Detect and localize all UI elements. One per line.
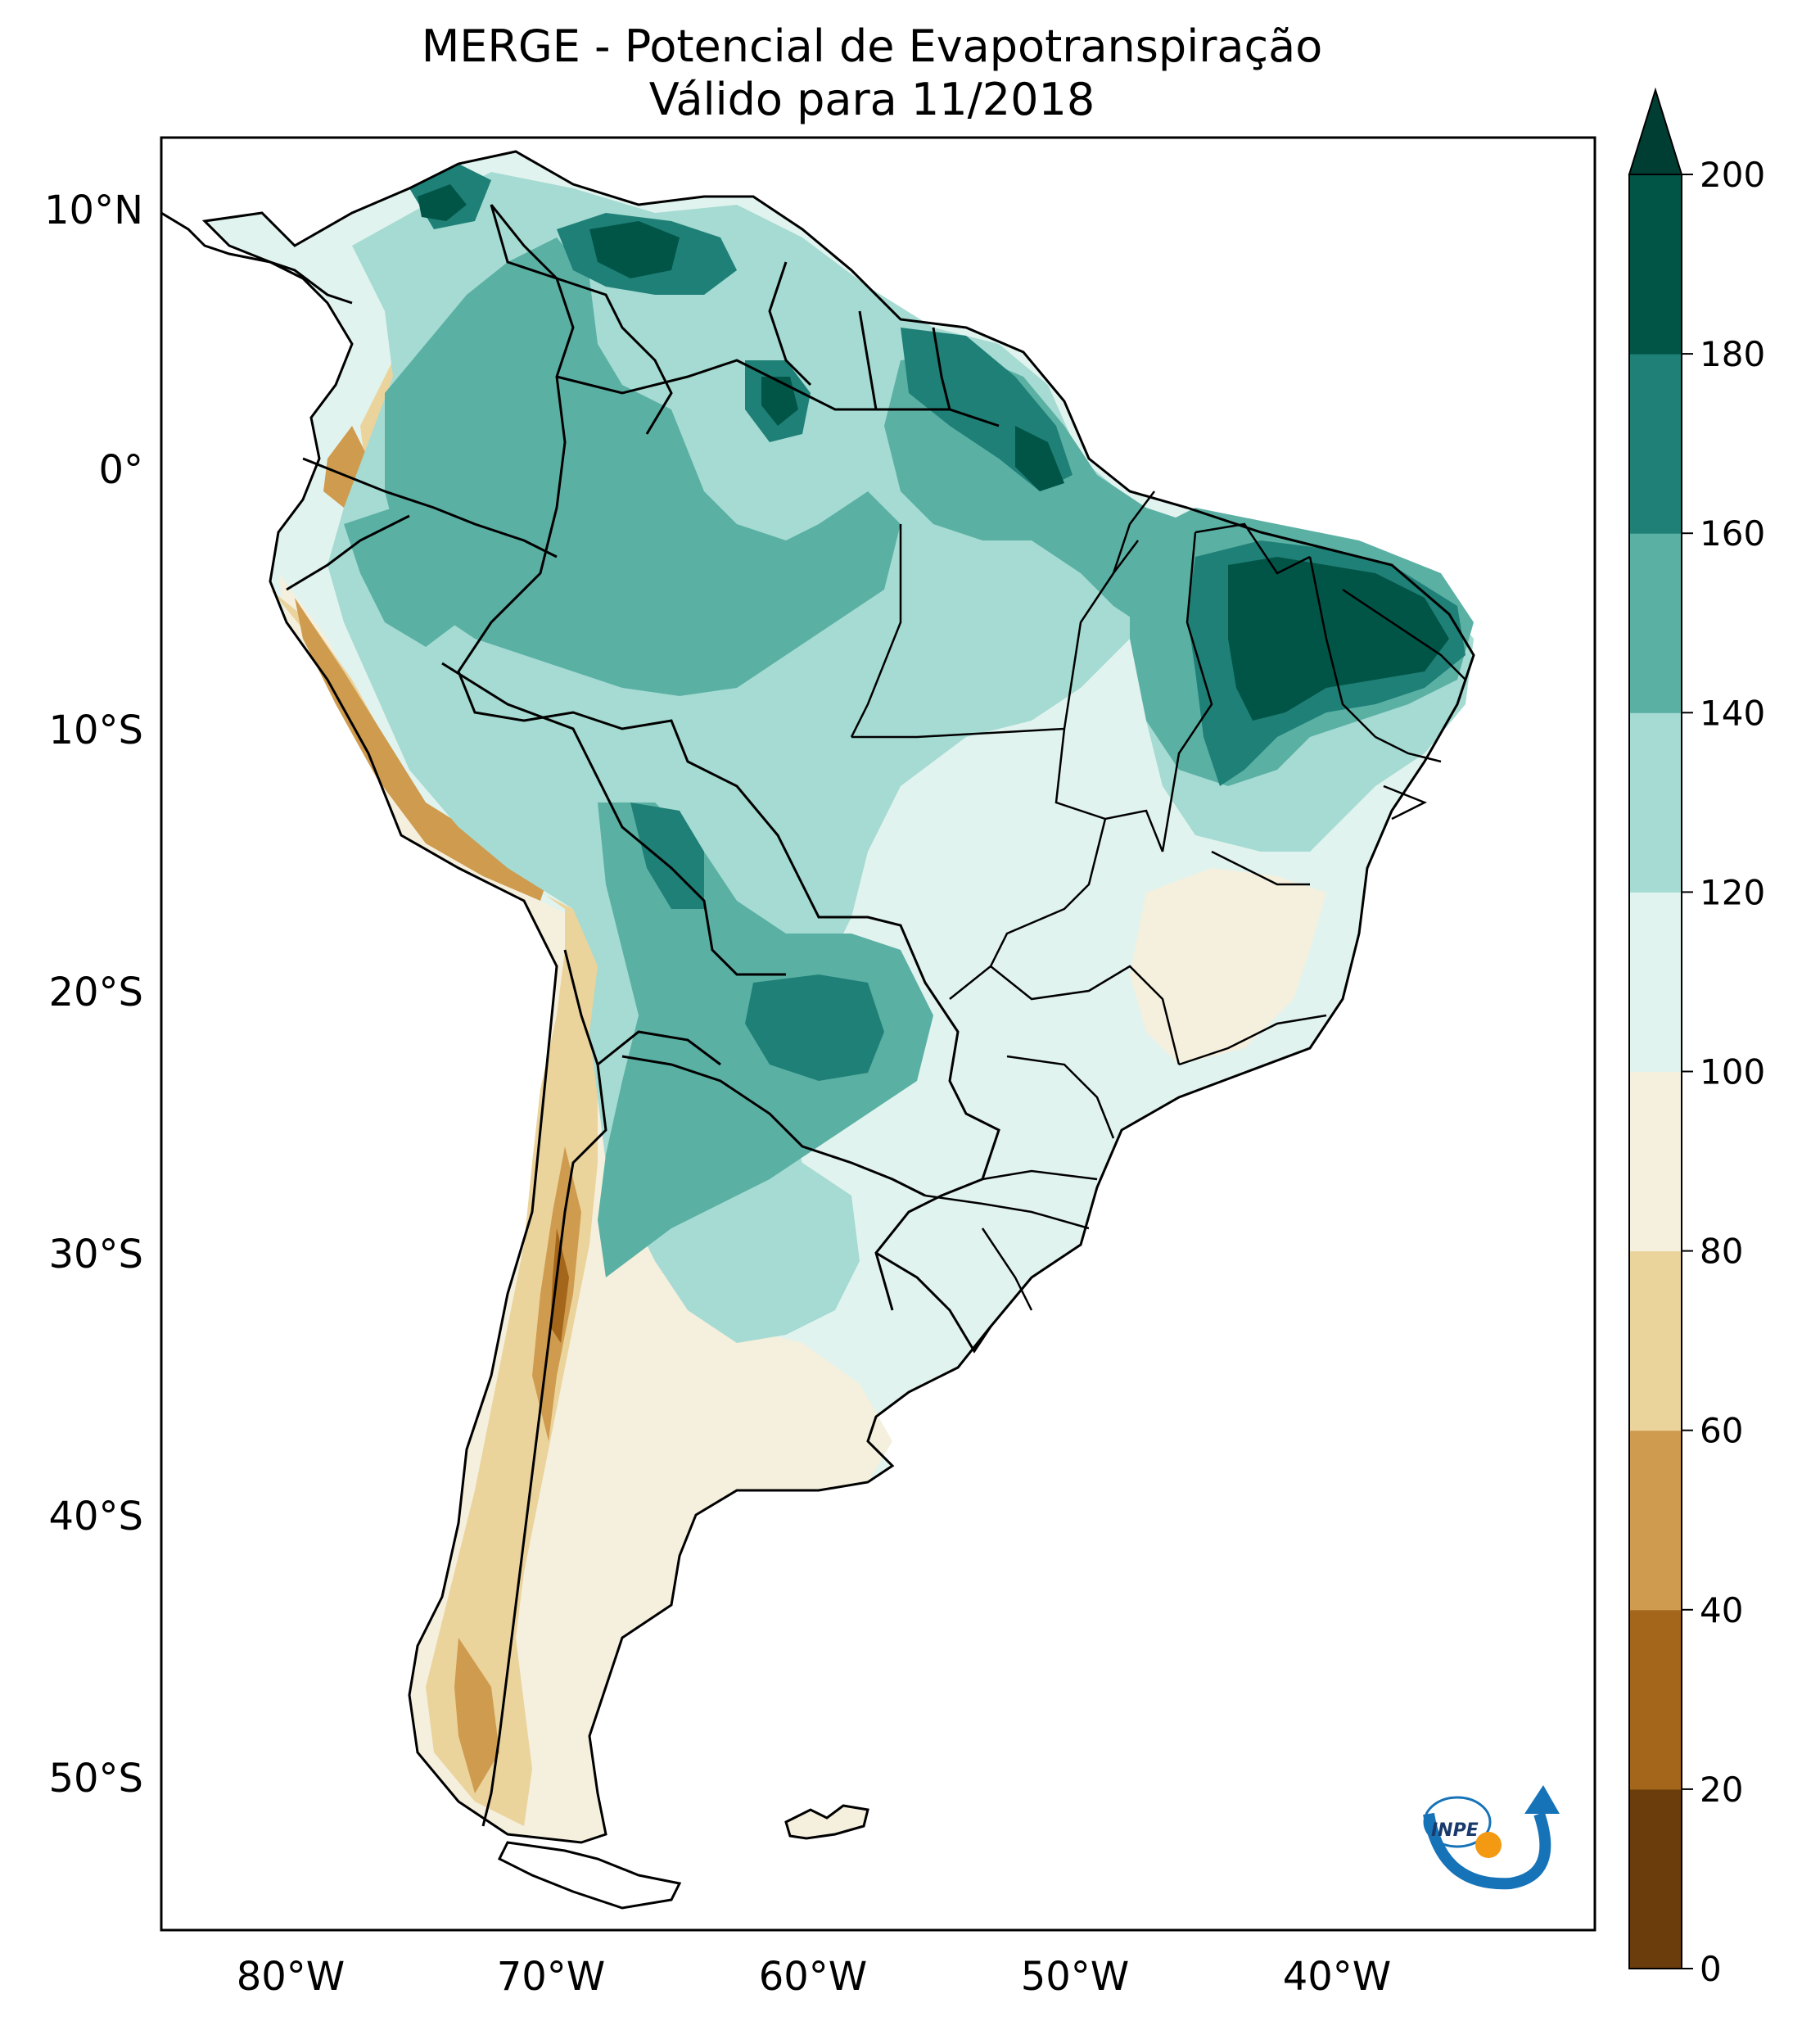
zone-20-40 <box>550 1228 569 1343</box>
colorbar-tick-label: 0 <box>1700 1949 1722 1989</box>
lon-tick-60w: 60°W <box>759 1954 868 2000</box>
logo-arrow-head <box>1524 1785 1560 1814</box>
lat-tick-0: 0° <box>98 447 143 493</box>
border-uruguay <box>875 1251 992 1354</box>
colorbar: 0 20 40 60 80 100 120 140 160 180 200 <box>1628 87 1765 1989</box>
state-borders-brazil <box>850 491 1466 1311</box>
logo-orbit <box>1423 1796 1492 1848</box>
colorbar-bin <box>1629 1430 1682 1611</box>
colorbar-bin <box>1629 1788 1682 1969</box>
colorbar-bin <box>1629 1609 1682 1790</box>
colorbar-bin <box>1629 1250 1682 1431</box>
logo-text: INPE <box>1431 1820 1479 1841</box>
colorbar-tick-label: 100 <box>1700 1052 1765 1092</box>
country-borders <box>161 150 1475 1910</box>
colorbar-tick-label: 20 <box>1700 1770 1743 1810</box>
zone-140-160-amazon <box>385 237 901 696</box>
border-colombia-venezuela <box>490 204 673 435</box>
border-brazil-north <box>556 359 1000 427</box>
map-field <box>205 151 1474 1842</box>
colorbar-tick-label: 140 <box>1700 693 1765 733</box>
zone-140-160-peru <box>344 508 467 647</box>
central-america-coast <box>161 211 353 305</box>
border-guyana-suriname <box>858 310 878 410</box>
border-peru-bolivia <box>441 662 786 976</box>
colorbar-tick-label: 180 <box>1700 334 1765 374</box>
lat-tick-10s: 10°S <box>48 708 143 753</box>
colorbar-bin <box>1629 892 1682 1072</box>
colorbar-bin <box>1629 1071 1682 1252</box>
colorbar-tick-label: 80 <box>1700 1232 1743 1272</box>
lat-tick-40s: 40°S <box>48 1494 143 1539</box>
border-colombia-ecuador-peru <box>302 457 558 558</box>
border-venezuela-guyana <box>768 261 812 387</box>
border-chile-argentina <box>481 949 607 1827</box>
title-line-2: Válido para 11/2018 <box>649 74 1095 125</box>
lat-tick-10n: 10°N <box>44 188 143 233</box>
map-frame <box>160 136 1596 1932</box>
zone-40-60-colombia <box>323 426 368 508</box>
lat-tick-50s: 50°S <box>48 1756 143 1802</box>
lon-tick-50w: 50°W <box>1021 1954 1130 2000</box>
border-argentina-paraguay <box>621 1055 926 1197</box>
lon-tick-80w: 80°W <box>237 1954 345 2000</box>
colorbar-bin <box>1629 354 1682 534</box>
lat-tick-30s: 30°S <box>48 1232 143 1277</box>
colorbar-bins <box>1629 174 1682 1969</box>
logo-arrow-swoosh <box>1423 1811 1551 1890</box>
falkland-outline <box>784 1804 869 1840</box>
zone-180-200-guiana <box>761 377 798 426</box>
border-ecuador-peru <box>286 514 410 591</box>
logo-sun <box>1475 1832 1502 1858</box>
colorbar-bin <box>1629 712 1682 893</box>
coastline <box>201 150 1475 1844</box>
inpe-logo: INPE <box>1423 1785 1560 1890</box>
colorbar-extend-arrow <box>1628 87 1683 175</box>
lon-ticks: 80°W 70°W 60°W 50°W 40°W <box>237 1954 1392 2000</box>
zone-160-180-paraguay <box>745 974 884 1081</box>
colorbar-ticks: 0 20 40 60 80 100 120 140 160 180 200 <box>1682 155 1765 1989</box>
tierra-del-fuego <box>497 1841 682 1910</box>
colorbar-tick-label: 200 <box>1700 155 1765 195</box>
zone-40-60-patagonia <box>454 1638 499 1793</box>
border-brazil-west <box>457 204 1000 1311</box>
zone-180-200-northeast <box>1228 557 1449 721</box>
colorbar-tick-label: 40 <box>1700 1590 1743 1630</box>
title-line-1: MERGE - Potencial de Evapotranspiração <box>422 20 1323 72</box>
lat-tick-20s: 20°S <box>48 970 143 1015</box>
lon-tick-40w: 40°W <box>1283 1954 1392 2000</box>
lon-tick-70w: 70°W <box>497 1954 606 2000</box>
zone-180-200-amapa <box>1015 426 1064 491</box>
zone-60-80 <box>270 590 606 1826</box>
border-suriname-guiana <box>932 327 951 410</box>
zone-180-200-venezuela <box>589 221 680 278</box>
colorbar-tick-label: 60 <box>1700 1411 1743 1451</box>
zone-180-200-colombia <box>418 184 467 221</box>
lat-ticks: 10°N 0° 10°S 20°S 30°S 40°S 50°S <box>44 188 143 1802</box>
colorbar-tick-label: 120 <box>1700 872 1765 912</box>
colorbar-bin <box>1629 533 1682 713</box>
border-argentina-bolivia <box>597 1030 721 1066</box>
colorbar-tick-label: 160 <box>1700 513 1765 554</box>
zone-80-100-east <box>1130 868 1326 1065</box>
colorbar-bin <box>1629 174 1682 355</box>
